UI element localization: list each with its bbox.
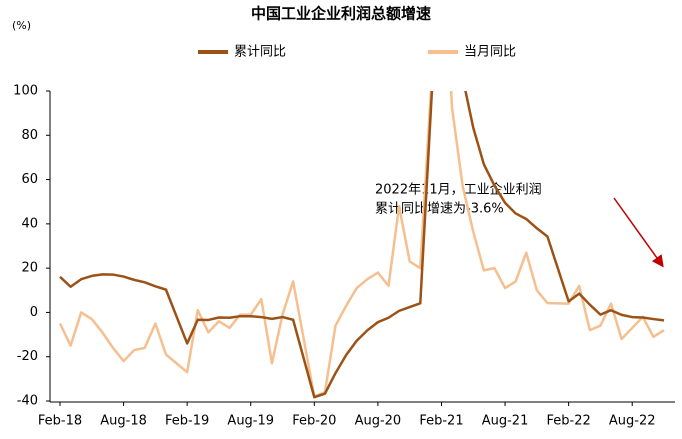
annotation: 2022年11月，工业企业利润: [375, 182, 542, 198]
x-tick-label: Aug-19: [227, 414, 274, 429]
x-tick-label: Feb-21: [419, 414, 463, 429]
y-tick-label: 0: [30, 305, 38, 320]
x-tick-label: Feb-20: [292, 414, 336, 429]
legend-label: 累计同比: [234, 45, 286, 60]
legend-label: 当月同比: [464, 45, 516, 60]
y-tick-label: 60: [21, 172, 38, 187]
y-tick-label: -40: [17, 394, 38, 409]
series-line: [59, 91, 665, 399]
chart-title: 中国工业企业利润总额增速: [251, 5, 431, 23]
y-tick-label: 40: [21, 216, 38, 231]
x-tick-label: Aug-18: [100, 414, 147, 429]
x-tick-label: Aug-21: [482, 414, 529, 429]
x-tick-label: Feb-22: [547, 414, 591, 429]
annotation: 累计同比增速为-3.6%: [375, 202, 504, 217]
y-tick-label: -20: [17, 349, 38, 364]
trend-arrow: [613, 197, 664, 268]
x-tick-label: Feb-18: [38, 414, 82, 429]
y-tick-label: 20: [21, 261, 38, 276]
x-tick-label: Feb-19: [165, 414, 209, 429]
y-tick-label: 80: [21, 128, 38, 143]
y-tick-label: 100: [13, 84, 38, 99]
x-tick-label: Aug-20: [355, 414, 402, 429]
y-axis-label: (%): [12, 19, 31, 32]
x-tick-label: Aug-22: [609, 414, 656, 429]
